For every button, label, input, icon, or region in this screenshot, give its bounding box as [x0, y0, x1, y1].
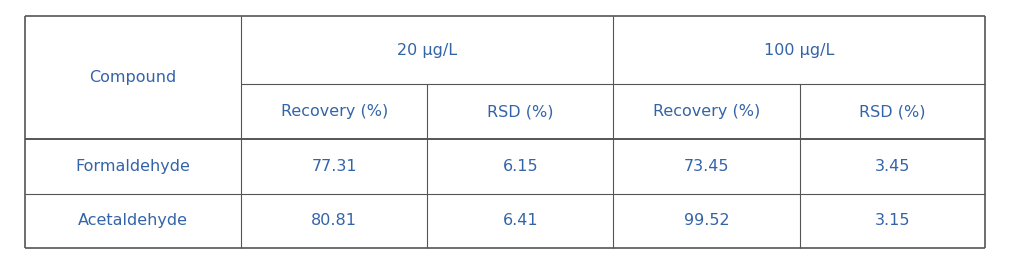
Text: Recovery (%): Recovery (%): [281, 104, 388, 119]
Text: 3.15: 3.15: [875, 213, 910, 228]
Text: Acetaldehyde: Acetaldehyde: [78, 213, 188, 228]
Text: 73.45: 73.45: [684, 159, 729, 174]
Text: RSD (%): RSD (%): [487, 104, 553, 119]
Text: Recovery (%): Recovery (%): [652, 104, 761, 119]
Text: 6.41: 6.41: [503, 213, 538, 228]
Text: 20 μg/L: 20 μg/L: [397, 43, 458, 58]
Text: 3.45: 3.45: [875, 159, 910, 174]
Text: 100 μg/L: 100 μg/L: [764, 43, 834, 58]
Text: Compound: Compound: [90, 70, 177, 85]
Text: 99.52: 99.52: [684, 213, 729, 228]
Text: 77.31: 77.31: [311, 159, 357, 174]
Text: Formaldehyde: Formaldehyde: [76, 159, 191, 174]
Text: 80.81: 80.81: [311, 213, 358, 228]
Text: 6.15: 6.15: [503, 159, 538, 174]
Text: RSD (%): RSD (%): [858, 104, 925, 119]
